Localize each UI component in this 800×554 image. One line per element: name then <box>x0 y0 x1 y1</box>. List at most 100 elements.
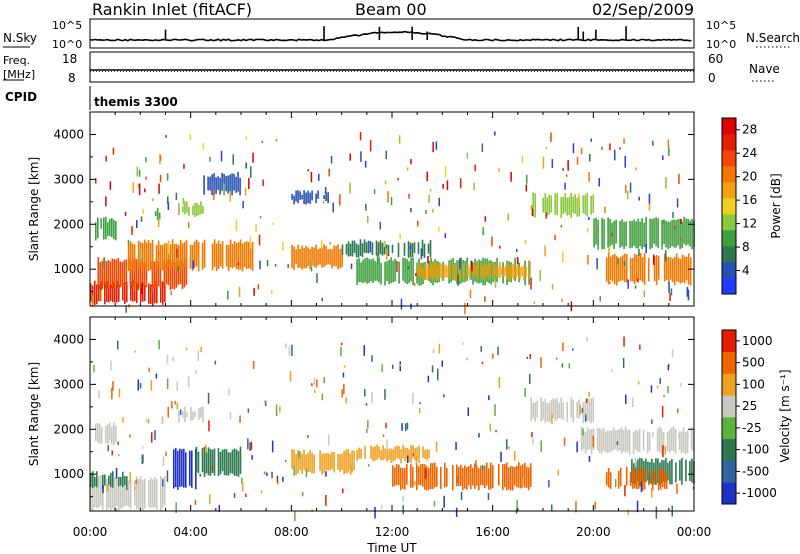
echo-cell <box>178 203 180 216</box>
echo-cell <box>641 458 643 484</box>
echo-cell <box>445 264 447 278</box>
echo-speckle <box>364 161 367 168</box>
echo-speckle <box>383 241 385 247</box>
echo-cell <box>164 476 166 505</box>
echo-speckle <box>293 465 295 476</box>
echo-cell <box>341 248 343 268</box>
echo-cell <box>384 448 386 459</box>
y-tick-label: 2000 <box>53 422 84 436</box>
echo-speckle <box>279 406 281 413</box>
echo-cell <box>548 194 550 215</box>
echo-cell <box>463 263 465 281</box>
echo-cell <box>333 452 335 473</box>
echo-speckle <box>406 422 409 430</box>
echo-cell <box>311 452 313 474</box>
echo-cell <box>203 175 205 195</box>
echo-cell <box>665 471 668 489</box>
echo-cell <box>428 449 430 459</box>
echo-cell <box>96 284 98 305</box>
echo-speckle <box>469 289 472 299</box>
echo-region <box>356 444 430 464</box>
echo-speckle <box>238 244 241 248</box>
echo-cell <box>414 447 416 461</box>
echo-cell <box>364 258 366 283</box>
nave-label: Nave <box>749 62 780 76</box>
echo-speckle <box>294 510 296 522</box>
echo-cell <box>572 399 574 423</box>
echo-cell <box>392 260 394 283</box>
echo-speckle <box>677 408 679 414</box>
echo-cell <box>482 257 484 286</box>
echo-cell <box>201 447 204 473</box>
echo-speckle <box>152 198 154 202</box>
echo-cell <box>211 449 214 473</box>
echo-speckle <box>187 376 190 388</box>
echo-speckle <box>417 220 419 227</box>
echo-speckle <box>162 456 165 466</box>
echo-cell <box>578 399 580 419</box>
time-axis-tick-labels: 00:00 04:00 08:00 12:00 16:00 20:00 00:00 <box>73 525 712 539</box>
echo-cell <box>584 401 586 421</box>
echo-cell <box>327 249 329 265</box>
echo-cell <box>299 191 301 200</box>
echo-speckle <box>615 479 617 488</box>
echo-speckle <box>667 364 670 371</box>
echo-speckle <box>432 142 434 153</box>
echo-cell <box>504 463 506 488</box>
echo-speckle <box>176 248 178 258</box>
echo-cell <box>645 216 647 248</box>
echo-cell <box>92 480 94 511</box>
echo-cell <box>574 194 576 214</box>
echo-speckle <box>151 432 153 443</box>
echo-cell <box>196 202 198 216</box>
echo-cell <box>420 263 422 286</box>
echo-cell <box>109 422 111 440</box>
echo-speckle <box>585 398 588 403</box>
colorbar-swatch <box>722 438 736 461</box>
echo-speckle <box>131 226 133 235</box>
echo-cell <box>484 465 486 489</box>
echo-cell <box>209 448 212 476</box>
echo-cell <box>634 429 637 450</box>
echo-speckle <box>531 208 534 216</box>
echo-speckle <box>626 190 629 200</box>
echo-speckle <box>466 152 469 159</box>
echo-cell <box>360 262 362 283</box>
colorbar-swatch <box>722 150 736 167</box>
echo-cell <box>669 221 671 248</box>
echo-speckle <box>176 381 178 391</box>
echo-cell <box>331 249 333 269</box>
echo-speckle <box>379 221 381 230</box>
colorbar-swatch <box>722 198 736 215</box>
colorbar-tick-label: -25 <box>742 421 762 435</box>
echo-cell <box>635 462 637 485</box>
echo-speckle <box>551 504 553 512</box>
echo-cell <box>105 216 107 240</box>
echo-speckle <box>260 490 263 494</box>
echo-cell <box>225 176 227 192</box>
echo-speckle <box>167 201 170 210</box>
echo-cell <box>426 465 428 491</box>
echo-speckle <box>129 471 131 483</box>
time-tick-label: 00:00 <box>677 525 712 539</box>
echo-cell <box>632 431 635 454</box>
echo-cell <box>188 206 190 216</box>
echo-speckle <box>271 471 273 479</box>
echo-speckle <box>560 225 563 228</box>
echo-speckle <box>359 131 362 141</box>
echo-speckle <box>107 445 109 452</box>
echo-cell <box>390 448 392 463</box>
colorbar-swatch <box>722 230 736 247</box>
echo-cell <box>592 397 594 422</box>
echo-speckle <box>328 168 330 177</box>
echo-cell <box>98 475 100 508</box>
echo-cell <box>582 431 585 450</box>
echo-cell <box>156 479 158 510</box>
echo-cell <box>355 243 358 258</box>
echo-cell <box>167 259 170 286</box>
echo-speckle <box>532 438 534 445</box>
echo-speckle <box>635 167 637 171</box>
echo-speckle <box>533 301 535 304</box>
echo-cell <box>297 190 299 204</box>
echo-cell <box>536 400 538 418</box>
